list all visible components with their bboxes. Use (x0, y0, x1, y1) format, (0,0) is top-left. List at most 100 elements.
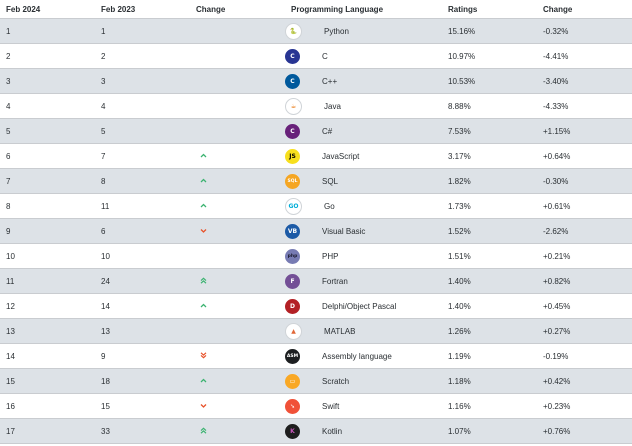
rank-feb-2024: 13 (0, 318, 95, 344)
rank-change (190, 343, 285, 369)
rank-feb-2023: 1 (95, 18, 190, 44)
c-icon: C (285, 48, 300, 64)
rank-change (190, 93, 285, 119)
header-change-rating[interactable]: Change (537, 0, 632, 19)
language-name[interactable]: C++ (322, 76, 338, 86)
language-name[interactable]: Visual Basic (322, 226, 366, 236)
table-row: 7 8 SQL SQL 1.82% -0.30% (0, 168, 632, 194)
language-name[interactable]: Java (324, 101, 341, 111)
rating-value: 1.52% (442, 218, 537, 244)
go-icon: GO (285, 197, 302, 215)
rating-value: 1.26% (442, 318, 537, 344)
language-cell: ▲ MATLAB (285, 318, 442, 344)
rating-change: +0.23% (537, 393, 632, 419)
kotlin-icon: K (285, 423, 300, 439)
rating-change: +0.82% (537, 268, 632, 294)
rank-feb-2024: 3 (0, 68, 95, 94)
language-name[interactable]: Scratch (322, 376, 350, 386)
language-name[interactable]: Delphi/Object Pascal (322, 301, 397, 311)
language-cell: C C# (285, 118, 442, 144)
rank-change (190, 168, 285, 194)
language-name[interactable]: Fortran (322, 276, 348, 286)
arrow-up-double-icon (200, 426, 207, 434)
language-entry: GO Go (285, 197, 442, 215)
rank-feb-2023: 6 (95, 218, 190, 244)
rank-feb-2024: 16 (0, 393, 95, 419)
language-cell: php PHP (285, 243, 442, 269)
language-cell: GO Go (285, 193, 442, 219)
language-name[interactable]: Swift (322, 401, 340, 411)
rating-value: 1.73% (442, 193, 537, 219)
language-name[interactable]: C# (322, 126, 333, 136)
language-cell: VB Visual Basic (285, 218, 442, 244)
rank-feb-2023: 3 (95, 68, 190, 94)
rank-change (190, 218, 285, 244)
rank-feb-2023: 7 (95, 143, 190, 169)
header-ratings[interactable]: Ratings (442, 0, 537, 19)
rating-value: 7.53% (442, 118, 537, 144)
rating-change: +1.15% (537, 118, 632, 144)
language-name[interactable]: SQL (322, 176, 339, 186)
rating-value: 1.07% (442, 418, 537, 444)
rank-feb-2023: 18 (95, 368, 190, 394)
rank-change (190, 143, 285, 169)
table-row: 9 6 VB Visual Basic 1.52% -2.62% (0, 218, 632, 244)
header-programming-language[interactable]: Programming Language (285, 0, 442, 19)
table-row: 11 24 F Fortran 1.40% +0.82% (0, 268, 632, 294)
language-entry: ▲ MATLAB (285, 322, 442, 340)
rank-change (190, 243, 285, 269)
language-entry: VB Visual Basic (285, 223, 442, 239)
python-icon: 🐍 (285, 22, 302, 40)
rank-feb-2023: 5 (95, 118, 190, 144)
language-name[interactable]: PHP (322, 251, 339, 261)
language-entry: K Kotlin (285, 423, 442, 439)
rank-feb-2023: 2 (95, 43, 190, 69)
table-header-row: Feb 2024 Feb 2023 Change Programming Lan… (0, 0, 632, 19)
language-name[interactable]: Python (324, 26, 349, 36)
rating-change: +0.61% (537, 193, 632, 219)
rating-change: -2.62% (537, 218, 632, 244)
language-entry: ASM Assembly language (285, 348, 442, 364)
arrow-up-icon (200, 377, 207, 384)
rank-feb-2024: 1 (0, 18, 95, 44)
language-name[interactable]: Kotlin (322, 426, 343, 436)
language-name[interactable]: JavaScript (322, 151, 360, 161)
language-cell: D Delphi/Object Pascal (285, 293, 442, 319)
language-cell: SQL SQL (285, 168, 442, 194)
swift-icon: ➘ (285, 398, 300, 414)
rating-value: 10.97% (442, 43, 537, 69)
header-change-rank[interactable]: Change (190, 0, 285, 19)
language-entry: C C++ (285, 73, 442, 89)
rank-feb-2024: 10 (0, 243, 95, 269)
language-name[interactable]: MATLAB (324, 326, 356, 336)
rating-change: +0.27% (537, 318, 632, 344)
header-feb-2024[interactable]: Feb 2024 (0, 0, 95, 19)
java-icon: ☕ (285, 97, 302, 115)
language-name[interactable]: C (322, 51, 328, 61)
rating-change: -0.30% (537, 168, 632, 194)
header-feb-2023[interactable]: Feb 2023 (95, 0, 190, 19)
rating-value: 1.51% (442, 243, 537, 269)
table-row: 2 2 C C 10.97% -4.41% (0, 43, 632, 69)
rating-value: 1.40% (442, 268, 537, 294)
language-cell: ☕ Java (285, 93, 442, 119)
rank-change (190, 118, 285, 144)
cpp-icon: C (285, 73, 300, 89)
matlab-icon: ▲ (285, 322, 302, 340)
sql-icon: SQL (285, 173, 300, 189)
table-row: 10 10 php PHP 1.51% +0.21% (0, 243, 632, 269)
arrow-down-icon (200, 402, 207, 409)
language-name[interactable]: Go (324, 201, 335, 211)
rank-feb-2023: 4 (95, 93, 190, 119)
rating-value: 15.16% (442, 18, 537, 44)
rank-change (190, 18, 285, 44)
rank-feb-2023: 14 (95, 293, 190, 319)
rank-feb-2024: 9 (0, 218, 95, 244)
language-cell: 🐍 Python (285, 18, 442, 44)
rank-feb-2023: 13 (95, 318, 190, 344)
language-cell: ▭ Scratch (285, 368, 442, 394)
php-icon: php (285, 248, 300, 264)
language-name[interactable]: Assembly language (322, 351, 392, 361)
